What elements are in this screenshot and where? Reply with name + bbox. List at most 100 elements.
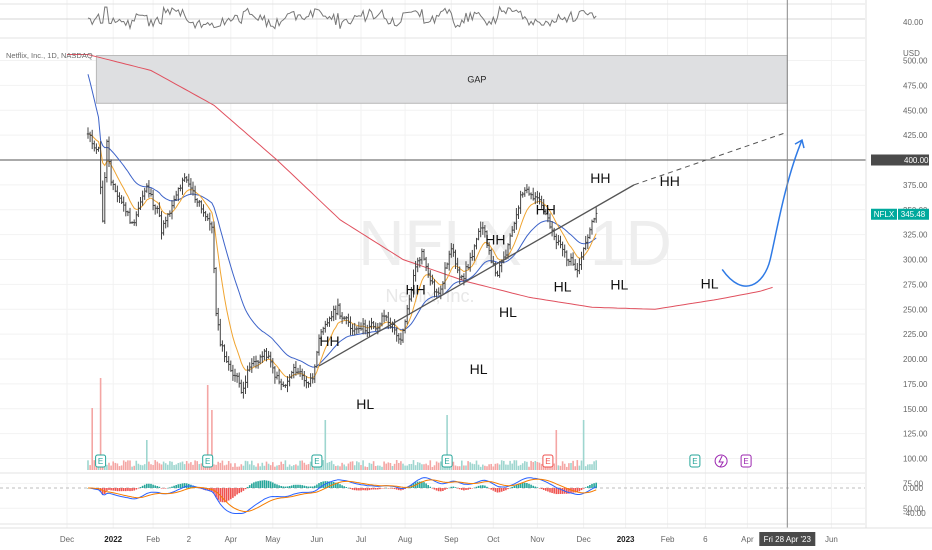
- macd-histogram-bar: [566, 488, 568, 494]
- trendline-extension[interactable]: [633, 131, 788, 186]
- earnings-marker[interactable]: E: [311, 454, 323, 468]
- volume-bar: [362, 460, 364, 470]
- macd-histogram-bar: [160, 488, 163, 489]
- volume-bar: [288, 464, 291, 470]
- macd-histogram-bar: [278, 485, 280, 488]
- price-axis[interactable]: USD 40.00 500.00 475.00 450.00 425.00 375.00…: [865, 0, 928, 528]
- macd-histogram-bar: [547, 488, 549, 492]
- volume-bar: [561, 461, 564, 470]
- time-tick: 6: [703, 535, 708, 544]
- volume-bar: [164, 463, 167, 470]
- time-tick: 2023: [617, 535, 635, 544]
- volume-bar: [391, 465, 394, 470]
- volume-bar: [530, 460, 532, 470]
- macd-histogram-bar: [500, 488, 503, 492]
- macd-histogram-bar: [576, 488, 579, 493]
- volume-bar: [192, 464, 194, 470]
- volume-bar: [246, 461, 249, 470]
- volume-bar: [255, 466, 257, 470]
- dividend-marker[interactable]: [714, 454, 728, 468]
- volume-bar: [114, 462, 117, 470]
- volume-bar: [503, 460, 505, 470]
- volume-bar: [398, 462, 400, 470]
- volume-bar: [419, 462, 421, 470]
- volume-bar: [566, 466, 568, 470]
- annotation-label: HH: [590, 170, 610, 186]
- volume-bar: [339, 466, 341, 470]
- macd-histogram-bar: [272, 482, 274, 488]
- volume-bar: [454, 465, 457, 470]
- volume-bar: [488, 464, 490, 470]
- earnings-marker[interactable]: E: [202, 454, 214, 468]
- macd-histogram-bar: [549, 488, 551, 493]
- macd-histogram-bar: [584, 487, 587, 488]
- macd-histogram-bar: [379, 488, 381, 490]
- volume-bar: [183, 464, 186, 470]
- volume-bar: [295, 464, 297, 470]
- volume-bar: [143, 464, 146, 470]
- trendline[interactable]: [318, 184, 635, 367]
- earnings-marker[interactable]: E: [441, 454, 453, 468]
- watermark-symbol: NFLX: [358, 207, 522, 279]
- macd-histogram-bar: [427, 485, 429, 488]
- volume-bar: [162, 461, 165, 470]
- macd-histogram-bar: [181, 483, 184, 488]
- macd-histogram-bar: [343, 486, 345, 488]
- macd-histogram-bar: [259, 480, 261, 488]
- volume-bar: [584, 466, 587, 470]
- projection-curve[interactable]: [721, 139, 803, 287]
- macd-histogram-bar: [372, 488, 375, 490]
- volume-bar: [547, 465, 549, 470]
- macd-histogram-bar: [366, 488, 369, 491]
- volume-bar: [524, 461, 526, 470]
- macd-histogram-bar: [316, 484, 318, 488]
- volume-bar: [223, 465, 226, 470]
- volume-bar: [475, 460, 478, 470]
- volume-bar: [374, 466, 377, 470]
- volume-bar: [534, 460, 537, 470]
- macd-histogram-bar: [589, 485, 591, 488]
- macd-histogram-bar: [332, 481, 335, 488]
- macd-histogram-bar: [169, 487, 171, 488]
- macd-histogram-bar: [578, 488, 581, 492]
- price-tick: 475.00: [903, 81, 928, 90]
- volume-bar: [595, 460, 597, 470]
- volume-bar: [261, 462, 264, 470]
- volume-bar: [322, 460, 324, 470]
- crosshair-date-text: Fri 28 Apr '23: [764, 535, 812, 544]
- macd-histogram-bar: [311, 486, 314, 488]
- volume-bar: [484, 465, 486, 470]
- price-tick: 125.00: [903, 430, 928, 439]
- time-tick: Feb: [146, 535, 160, 544]
- volume-bar: [574, 466, 576, 470]
- grid: [0, 0, 865, 528]
- volume-bar: [496, 463, 499, 470]
- time-axis[interactable]: Dec 2022 Feb 2 Apr May Jun Jul Aug Sep Oct Nov Dec 20…: [0, 527, 932, 544]
- macd-histogram-bar: [122, 488, 125, 492]
- volume-bar: [238, 466, 240, 470]
- volume-bar: [521, 463, 524, 470]
- future-earnings-marker[interactable]: E: [740, 454, 752, 468]
- volume-bar: [404, 465, 406, 470]
- volume-bar: [93, 460, 96, 470]
- volume-bar: [440, 461, 442, 470]
- earnings-marker[interactable]: E: [542, 454, 554, 468]
- volume-bar: [517, 465, 520, 470]
- volume-bar: [148, 461, 150, 470]
- macd-histogram-bar: [561, 488, 564, 494]
- volume-bar: [563, 463, 566, 470]
- macd-histogram-bar: [248, 485, 251, 488]
- volume-bar: [337, 465, 339, 470]
- earnings-marker[interactable]: E: [95, 454, 107, 468]
- volume-bar: [538, 462, 541, 470]
- volume-bar: [276, 465, 278, 470]
- symbol-title[interactable]: Netflix, Inc., 1D, NASDAQ: [6, 51, 93, 60]
- annotation-label: HH: [536, 202, 556, 218]
- earnings-marker[interactable]: E: [689, 454, 701, 468]
- volume-bar: [251, 460, 253, 470]
- macd-histogram-bar: [99, 488, 102, 492]
- macd-histogram-bar: [257, 481, 259, 488]
- volume-bar: [335, 465, 337, 470]
